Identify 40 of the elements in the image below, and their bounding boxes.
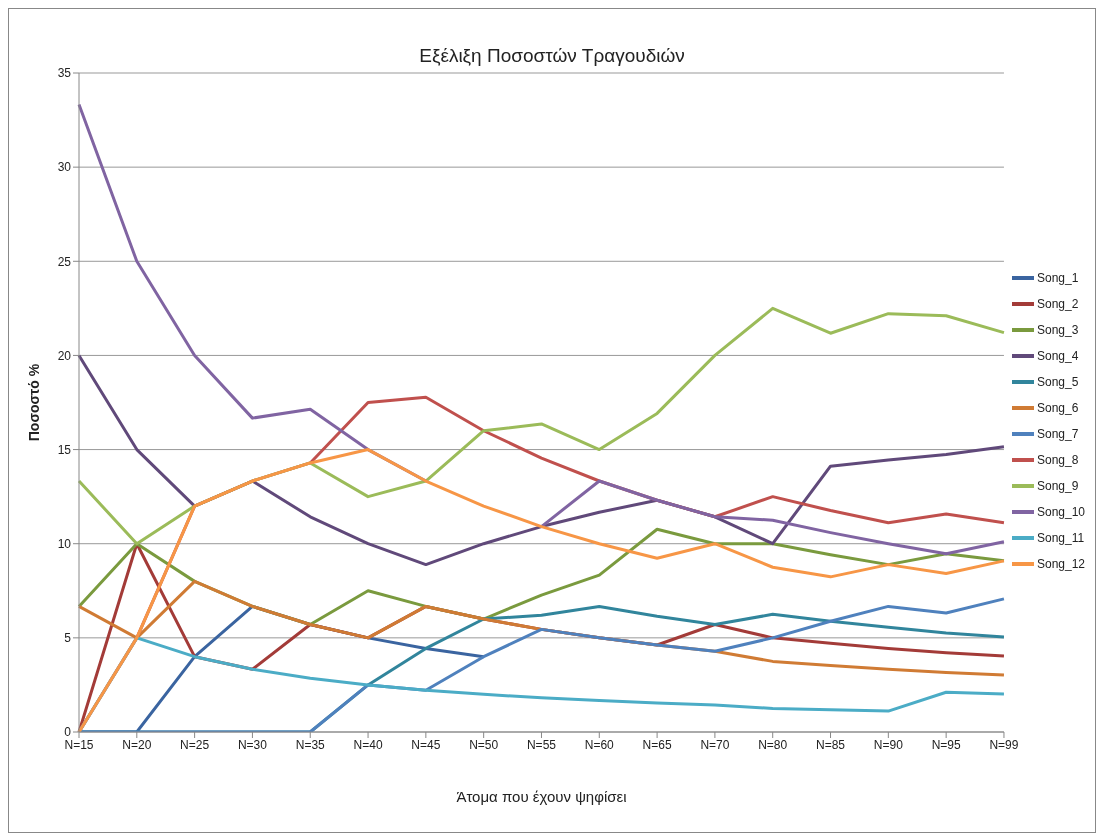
- y-tick-label: 30: [57, 160, 72, 175]
- x-tick-label: N=30: [237, 737, 268, 752]
- x-axis-title: Άτομα που έχουν ψηφίσει: [456, 788, 627, 805]
- x-tick-label: N=95: [931, 737, 961, 752]
- legend-label: Song_10: [1036, 504, 1085, 519]
- x-tick-label: N=25: [180, 737, 210, 752]
- x-tick-label: N=15: [64, 737, 94, 752]
- legend-label: Song_9: [1036, 478, 1079, 493]
- x-tick-label: N=85: [816, 737, 846, 752]
- x-tick-label: N=60: [584, 737, 615, 752]
- chart-title: Εξέλιξη Ποσοστών Τραγουδιών: [418, 45, 686, 67]
- legend-label: Song_5: [1036, 374, 1079, 389]
- x-tick-label: N=70: [700, 737, 730, 752]
- y-tick-label: 0: [64, 725, 72, 740]
- legend-label: Song_11: [1036, 530, 1085, 545]
- x-tick-label: N=99: [989, 737, 1019, 752]
- y-tick-label: 10: [57, 536, 72, 551]
- legend-label: Song_2: [1036, 296, 1079, 311]
- x-tick-label: N=40: [353, 737, 383, 752]
- x-tick-label: N=20: [122, 737, 152, 752]
- y-tick-label: 25: [57, 254, 72, 269]
- legend-label: Song_6: [1036, 400, 1079, 415]
- x-tick-label: N=90: [873, 737, 904, 752]
- x-tick-label: N=80: [758, 737, 788, 752]
- legend-label: Song_1: [1036, 270, 1079, 285]
- legend-label: Song_3: [1036, 322, 1079, 337]
- y-axis-title: Ποσοστό %: [25, 363, 42, 442]
- x-tick-label: N=65: [642, 737, 672, 752]
- legend-label: Song_4: [1036, 348, 1079, 363]
- x-tick-label: N=45: [411, 737, 441, 752]
- x-tick-label: N=35: [295, 737, 326, 752]
- x-tick-label: N=55: [526, 737, 557, 752]
- y-tick-label: 20: [57, 348, 72, 363]
- legend-label: Song_12: [1036, 556, 1085, 571]
- y-tick-label: 35: [57, 66, 72, 81]
- y-tick-label: 5: [64, 631, 72, 646]
- x-tick-label: N=50: [469, 737, 499, 752]
- legend-label: Song_7: [1036, 426, 1079, 441]
- legend-label: Song_8: [1036, 452, 1079, 467]
- y-tick-label: 15: [57, 442, 72, 457]
